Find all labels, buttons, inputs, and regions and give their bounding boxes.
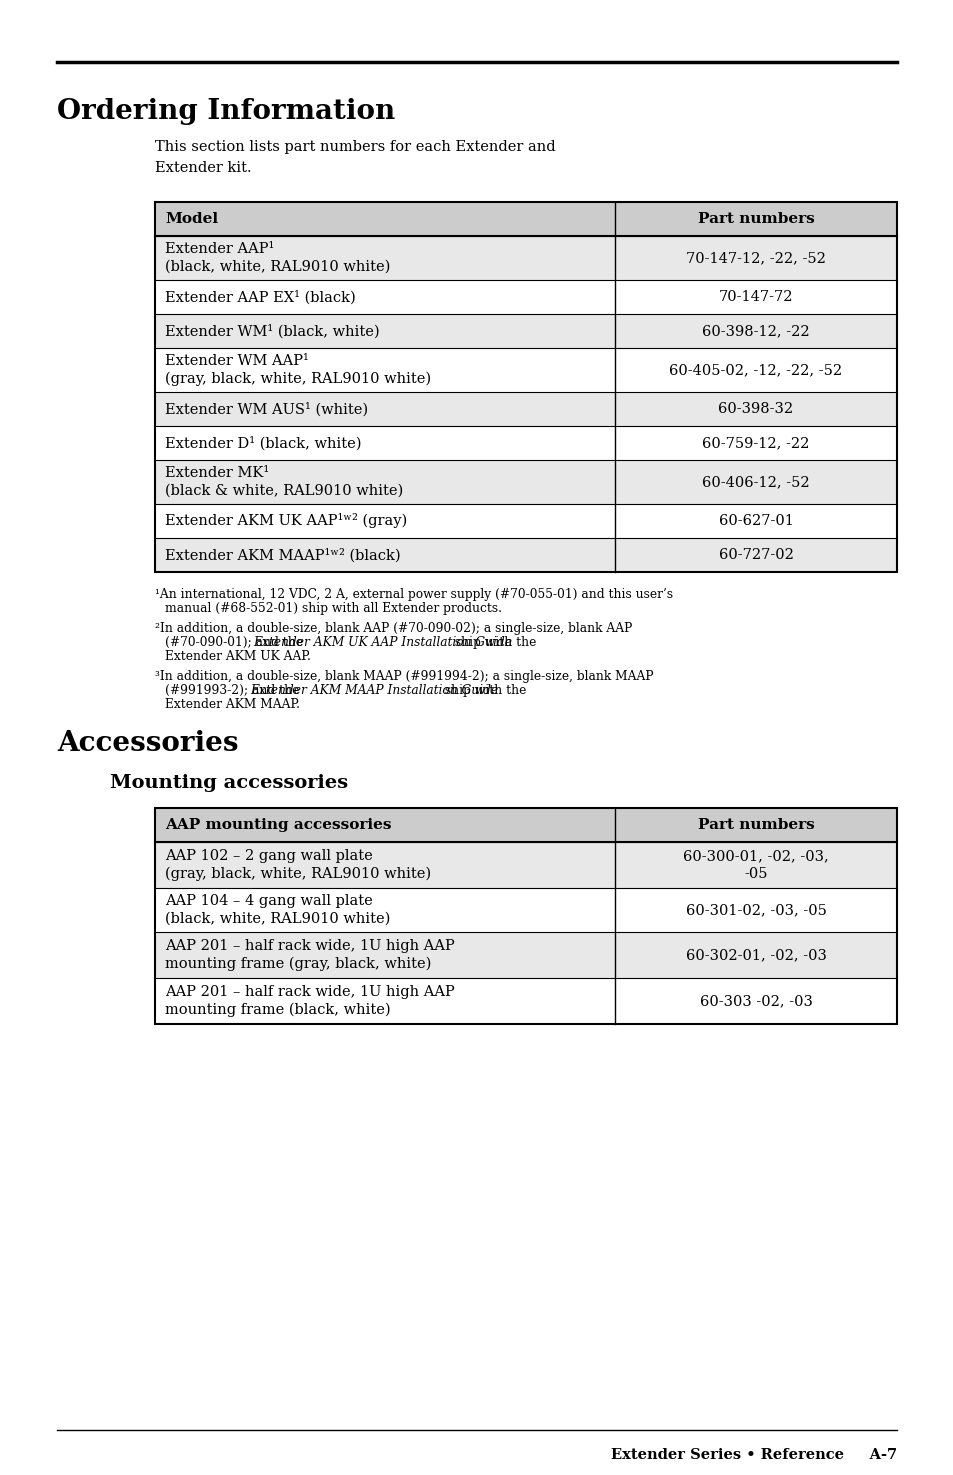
Bar bbox=[154, 978, 896, 1024]
Text: ²In addition, a double-size, blank AAP (#70-090-02); a single-size, blank AAP: ²In addition, a double-size, blank AAP (… bbox=[154, 622, 632, 636]
Text: Extender AKM MAAP¹ʷ² (black): Extender AKM MAAP¹ʷ² (black) bbox=[165, 547, 400, 562]
Text: mounting frame (black, white): mounting frame (black, white) bbox=[165, 1003, 390, 1018]
Text: 60-398-32: 60-398-32 bbox=[718, 403, 793, 416]
Text: (black, white, RAL9010 white): (black, white, RAL9010 white) bbox=[165, 912, 390, 926]
Text: 60-301-02, -03, -05: 60-301-02, -03, -05 bbox=[685, 903, 825, 917]
Text: 70-147-72: 70-147-72 bbox=[718, 291, 793, 304]
Text: 60-627-01: 60-627-01 bbox=[718, 513, 793, 528]
Text: manual (#68-552-01) ship with all Extender products.: manual (#68-552-01) ship with all Extend… bbox=[165, 602, 501, 615]
Text: 70-147-12, -22, -52: 70-147-12, -22, -52 bbox=[685, 251, 825, 266]
Text: 60-302-01, -02, -03: 60-302-01, -02, -03 bbox=[685, 948, 825, 962]
Bar bbox=[154, 236, 896, 280]
Text: Extender AKM MAAP Installation Guide: Extender AKM MAAP Installation Guide bbox=[250, 684, 497, 698]
Text: 60-406-12, -52: 60-406-12, -52 bbox=[701, 475, 809, 490]
Text: Extender AKM UK AAP¹ʷ² (gray): Extender AKM UK AAP¹ʷ² (gray) bbox=[165, 513, 407, 528]
Text: Extender AAP EX¹ (black): Extender AAP EX¹ (black) bbox=[165, 289, 355, 304]
Text: 60-405-02, -12, -22, -52: 60-405-02, -12, -22, -52 bbox=[669, 363, 841, 378]
Text: -05: -05 bbox=[743, 867, 767, 881]
Bar bbox=[154, 280, 896, 314]
Bar bbox=[154, 504, 896, 538]
Text: ship with the: ship with the bbox=[440, 684, 526, 698]
Text: Extender AAP¹: Extender AAP¹ bbox=[165, 242, 274, 257]
Text: 60-300-01, -02, -03,: 60-300-01, -02, -03, bbox=[682, 850, 828, 863]
Text: Mounting accessories: Mounting accessories bbox=[110, 774, 348, 792]
Text: Extender MK¹: Extender MK¹ bbox=[165, 466, 269, 479]
Text: (black & white, RAL9010 white): (black & white, RAL9010 white) bbox=[165, 484, 403, 499]
Text: (black, white, RAL9010 white): (black, white, RAL9010 white) bbox=[165, 260, 390, 274]
Text: Part numbers: Part numbers bbox=[697, 819, 814, 832]
Text: Accessories: Accessories bbox=[57, 730, 238, 757]
Bar bbox=[154, 392, 896, 426]
Text: 60-398-12, -22: 60-398-12, -22 bbox=[701, 324, 809, 338]
Text: 60-303 -02, -03: 60-303 -02, -03 bbox=[699, 994, 812, 1007]
Text: (#70-090-01); and the: (#70-090-01); and the bbox=[165, 636, 307, 649]
Text: Extender WM AAP¹: Extender WM AAP¹ bbox=[165, 354, 309, 367]
Bar bbox=[154, 888, 896, 932]
Text: mounting frame (gray, black, white): mounting frame (gray, black, white) bbox=[165, 957, 431, 972]
Bar bbox=[154, 348, 896, 392]
Text: (#991993-2); and the: (#991993-2); and the bbox=[165, 684, 303, 698]
Text: Extender AKM UK AAP.: Extender AKM UK AAP. bbox=[165, 650, 311, 662]
Text: AAP mounting accessories: AAP mounting accessories bbox=[165, 819, 391, 832]
Bar bbox=[154, 808, 896, 1024]
Text: ³In addition, a double-size, blank MAAP (#991994-2); a single-size, blank MAAP: ³In addition, a double-size, blank MAAP … bbox=[154, 670, 653, 683]
Text: Extender WM¹ (black, white): Extender WM¹ (black, white) bbox=[165, 324, 379, 338]
Bar bbox=[154, 426, 896, 460]
Bar bbox=[154, 932, 896, 978]
Bar bbox=[154, 314, 896, 348]
Text: Model: Model bbox=[165, 212, 218, 226]
Text: Extender AKM UK AAP Installation Guide: Extender AKM UK AAP Installation Guide bbox=[253, 636, 512, 649]
Text: Part numbers: Part numbers bbox=[697, 212, 814, 226]
Text: 60-759-12, -22: 60-759-12, -22 bbox=[701, 437, 809, 450]
Text: (gray, black, white, RAL9010 white): (gray, black, white, RAL9010 white) bbox=[165, 372, 431, 386]
Text: Ordering Information: Ordering Information bbox=[57, 97, 395, 125]
Text: AAP 102 – 2 gang wall plate: AAP 102 – 2 gang wall plate bbox=[165, 850, 373, 863]
Bar bbox=[154, 202, 896, 572]
Text: AAP 104 – 4 gang wall plate: AAP 104 – 4 gang wall plate bbox=[165, 894, 373, 909]
Text: Extender AKM MAAP.: Extender AKM MAAP. bbox=[165, 698, 299, 711]
Text: ship with the: ship with the bbox=[451, 636, 536, 649]
Text: (gray, black, white, RAL9010 white): (gray, black, white, RAL9010 white) bbox=[165, 867, 431, 882]
Text: Extender D¹ (black, white): Extender D¹ (black, white) bbox=[165, 435, 361, 450]
Bar bbox=[154, 202, 896, 236]
Bar bbox=[154, 842, 896, 888]
Text: This section lists part numbers for each Extender and
Extender kit.: This section lists part numbers for each… bbox=[154, 140, 555, 174]
Bar bbox=[154, 538, 896, 572]
Text: AAP 201 – half rack wide, 1U high AAP: AAP 201 – half rack wide, 1U high AAP bbox=[165, 985, 455, 999]
Bar bbox=[154, 808, 896, 842]
Text: ¹An international, 12 VDC, 2 A, external power supply (#70-055-01) and this user: ¹An international, 12 VDC, 2 A, external… bbox=[154, 589, 673, 600]
Text: AAP 201 – half rack wide, 1U high AAP: AAP 201 – half rack wide, 1U high AAP bbox=[165, 940, 455, 953]
Text: 60-727-02: 60-727-02 bbox=[718, 549, 793, 562]
Bar bbox=[154, 460, 896, 504]
Text: Extender WM AUS¹ (white): Extender WM AUS¹ (white) bbox=[165, 401, 368, 416]
Text: Extender Series • Reference     A-7: Extender Series • Reference A-7 bbox=[610, 1448, 896, 1462]
